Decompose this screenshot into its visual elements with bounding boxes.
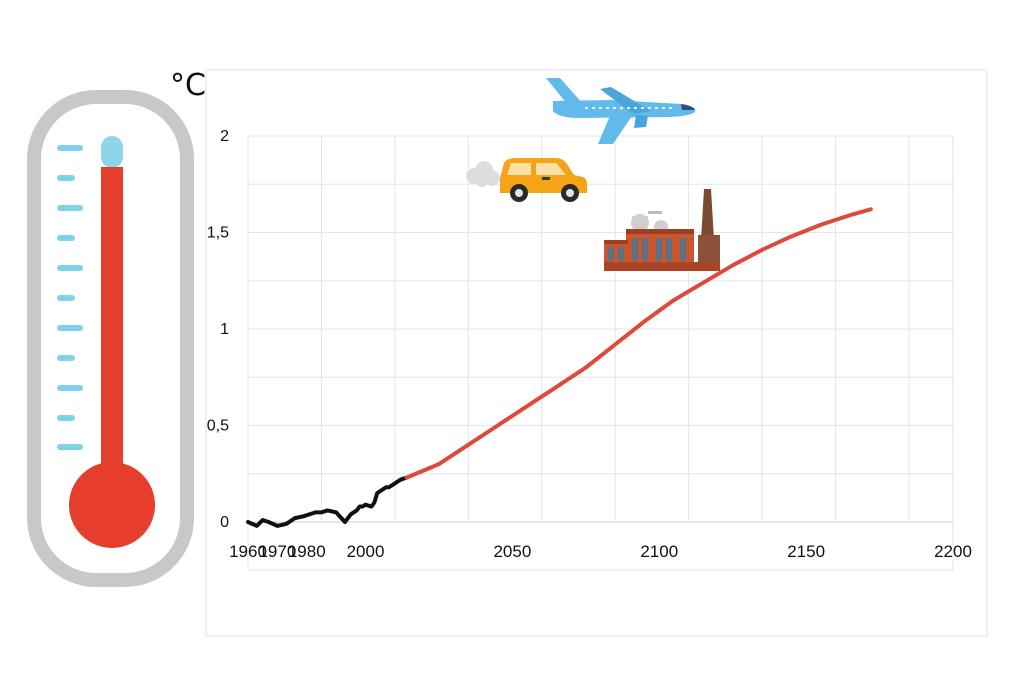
historical-series-line (246, 475, 409, 528)
thermometer-icon (27, 90, 194, 587)
x-tick-label: 1960 (229, 542, 267, 561)
y-axis-unit-label: °C (170, 68, 206, 103)
x-tick-label: 1980 (288, 542, 326, 561)
y-tick-label: 0 (220, 514, 229, 531)
thermometer-tick (57, 265, 83, 271)
x-tick-label: 2200 (934, 542, 972, 561)
thermometer-tick (57, 145, 83, 151)
y-axis-ticks: 0 0,5 1 1,5 2 (207, 128, 229, 531)
x-tick-label: 1970 (258, 542, 296, 561)
thermometer-bulb (69, 462, 155, 548)
thermometer-tick (57, 355, 75, 361)
thermometer-tick (57, 325, 83, 331)
y-tick-label: 0,5 (207, 418, 229, 435)
y-tick-label: 1,5 (207, 225, 229, 242)
x-tick-label: 2000 (347, 542, 385, 561)
y-tick-label: 2 (220, 128, 229, 145)
car-icon (466, 158, 587, 202)
y-tick-label: 1 (220, 321, 229, 338)
thermometer-tick (57, 415, 75, 421)
thermometer-tick (57, 175, 75, 181)
x-tick-label: 2050 (493, 542, 531, 561)
thermometer-tip (101, 136, 123, 168)
x-tick-label: 2150 (787, 542, 825, 561)
thermometer-tick (57, 444, 83, 450)
thermometer-tick (57, 385, 83, 391)
chart-panel (205, 69, 988, 637)
thermometer-tick (57, 295, 75, 301)
chart-series (246, 207, 873, 528)
thermometer-tick (57, 205, 83, 211)
factory-icon (604, 189, 720, 271)
thermometer-ticks (57, 145, 83, 450)
x-tick-label: 2100 (640, 542, 678, 561)
airplane-icon (546, 78, 696, 144)
thermometer-tube (101, 167, 123, 472)
chart-grid (247, 135, 954, 571)
thermometer-tick (57, 235, 75, 241)
projection-series-line (404, 207, 873, 480)
